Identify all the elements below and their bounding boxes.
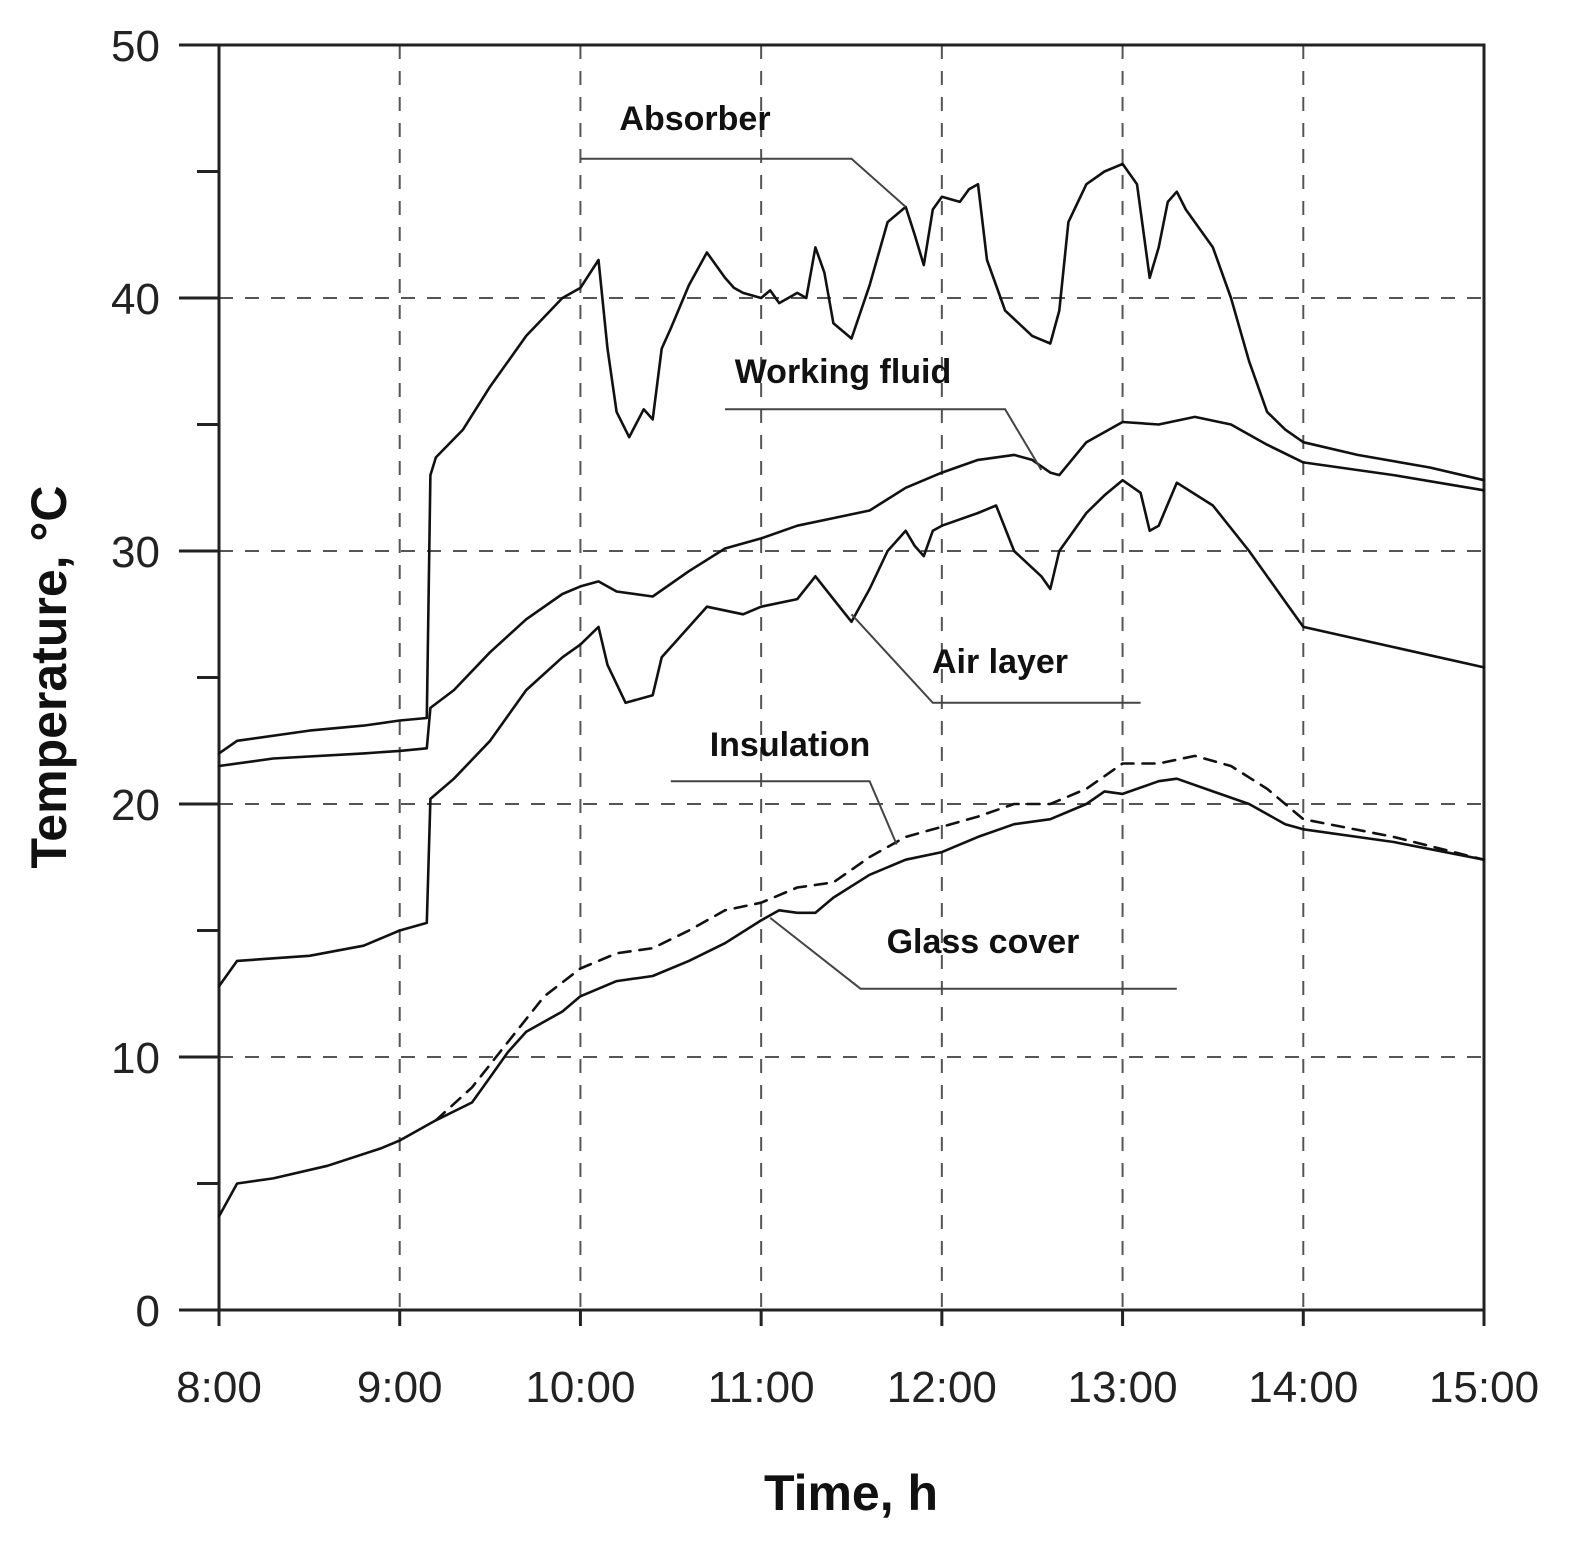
x-tick-label: 10:00 bbox=[525, 1363, 635, 1412]
series-label-insulation: Insulation bbox=[710, 726, 871, 764]
y-tick-label: 40 bbox=[111, 275, 160, 324]
plot-frame bbox=[217, 43, 1486, 1312]
x-tick-label: 13:00 bbox=[1068, 1363, 1178, 1412]
leader-line-air-layer bbox=[850, 613, 1141, 704]
grid-lines bbox=[219, 45, 1484, 1310]
leader-line-working-fluid bbox=[725, 408, 1043, 471]
x-tick-label: 9:00 bbox=[357, 1363, 443, 1412]
x-axis-title: Time, h bbox=[764, 1465, 938, 1521]
y-tick-label: 20 bbox=[111, 781, 160, 830]
y-tick-label: 0 bbox=[136, 1287, 160, 1336]
y-tick-label: 10 bbox=[111, 1034, 160, 1083]
series-line-working-fluid bbox=[217, 415, 1486, 768]
series-line-absorber bbox=[217, 162, 1486, 755]
data-series bbox=[217, 162, 1486, 1218]
label-leaders bbox=[580, 157, 1177, 990]
leader-line-insulation bbox=[670, 780, 898, 845]
x-tick-label: 15:00 bbox=[1429, 1363, 1539, 1412]
series-line-insulation bbox=[434, 754, 1486, 1122]
axis-ticks: 8:00 9:00 10:00 11:00 12:00 13:00 14:00 15:00 0 1… bbox=[111, 22, 1539, 1412]
series-label-working-fluid: Working fluid bbox=[735, 353, 952, 391]
y-tick-label: 50 bbox=[111, 22, 160, 71]
series-label-absorber: Absorber bbox=[619, 100, 770, 138]
series-labels: Absorber Working fluid Air layer Insulation… bbox=[619, 100, 1079, 961]
series-label-air-layer: Air layer bbox=[932, 643, 1068, 681]
leader-line-absorber bbox=[580, 157, 907, 208]
leader-line-glass-cover bbox=[769, 917, 1177, 990]
x-tick-label: 14:00 bbox=[1248, 1363, 1358, 1412]
y-tick-label: 30 bbox=[111, 528, 160, 577]
series-label-glass-cover: Glass cover bbox=[887, 923, 1080, 961]
x-tick-label: 12:00 bbox=[887, 1363, 997, 1412]
series-line-glass-cover bbox=[217, 777, 1486, 1218]
x-tick-label: 11:00 bbox=[708, 1363, 815, 1412]
y-axis-title: Temperature, °C bbox=[21, 485, 77, 868]
x-tick-label: 8:00 bbox=[176, 1363, 262, 1412]
series-line-air-layer bbox=[217, 478, 1486, 988]
